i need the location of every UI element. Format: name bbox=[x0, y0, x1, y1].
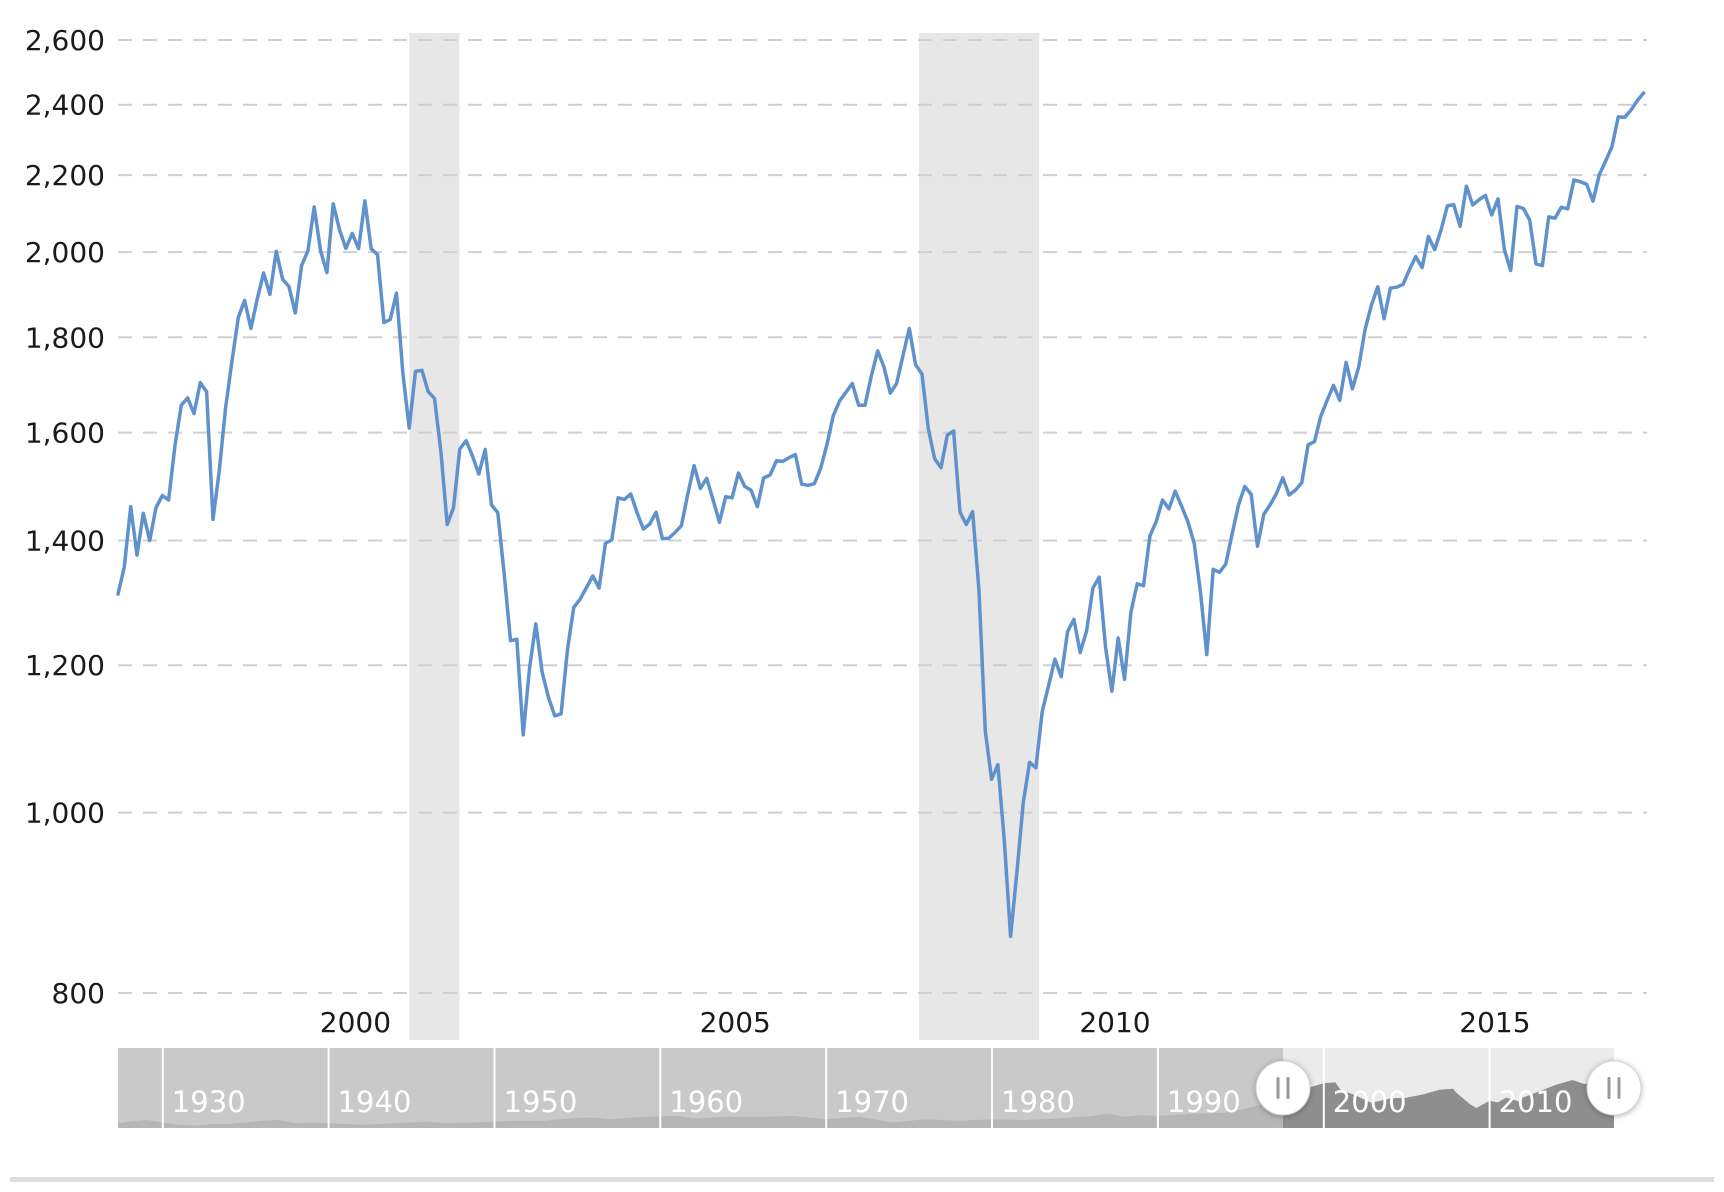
grip-bars-icon bbox=[1607, 1077, 1611, 1099]
y-tick-label: 2,600 bbox=[25, 24, 105, 57]
x-tick-label: 2005 bbox=[700, 1006, 771, 1039]
navigator-decade-label: 1970 bbox=[835, 1085, 909, 1119]
navigator-area-selected bbox=[1283, 1071, 1614, 1128]
y-tick-label: 2,400 bbox=[25, 89, 105, 122]
y-tick-label: 1,400 bbox=[25, 525, 105, 558]
price-line bbox=[116, 91, 1646, 939]
navigator-decade-label: 1930 bbox=[172, 1085, 246, 1119]
navigator-handle-circle[interactable] bbox=[1586, 1060, 1642, 1116]
grip-bars-icon bbox=[1276, 1077, 1280, 1099]
recession-band bbox=[919, 33, 1040, 1040]
x-tick-label: 2015 bbox=[1459, 1006, 1530, 1039]
y-tick-label: 1,800 bbox=[25, 321, 105, 354]
grip-bars-icon bbox=[1617, 1077, 1621, 1099]
y-tick-label: 800 bbox=[52, 977, 105, 1010]
navigator-decade-label: 2010 bbox=[1499, 1085, 1573, 1119]
navigator-decade-label: 1990 bbox=[1167, 1085, 1241, 1119]
recession-band bbox=[409, 33, 460, 1040]
y-tick-label: 1,000 bbox=[25, 797, 105, 830]
y-tick-label: 2,000 bbox=[25, 236, 105, 269]
y-tick-label: 1,600 bbox=[25, 417, 105, 450]
navigator-decade-label: 1940 bbox=[338, 1085, 412, 1119]
navigator-handle-circle[interactable] bbox=[1255, 1060, 1311, 1116]
navigator-decade-label: 1950 bbox=[504, 1085, 578, 1119]
x-tick-label: 2010 bbox=[1079, 1006, 1150, 1039]
y-tick-label: 2,200 bbox=[25, 159, 105, 192]
footer-divider bbox=[10, 1177, 1714, 1182]
navigator-handle-left[interactable] bbox=[1255, 1060, 1311, 1116]
x-tick-label: 2000 bbox=[320, 1006, 391, 1039]
grip-bars-icon bbox=[1286, 1077, 1290, 1099]
navigator-decade-label: 1960 bbox=[669, 1085, 743, 1119]
y-tick-label: 1,200 bbox=[25, 649, 105, 682]
navigator-decade-label: 1980 bbox=[1001, 1085, 1075, 1119]
navigator-decade-label: 2000 bbox=[1333, 1085, 1407, 1119]
navigator-handle-right[interactable] bbox=[1586, 1060, 1642, 1116]
plot-area[interactable] bbox=[118, 28, 1650, 1005]
